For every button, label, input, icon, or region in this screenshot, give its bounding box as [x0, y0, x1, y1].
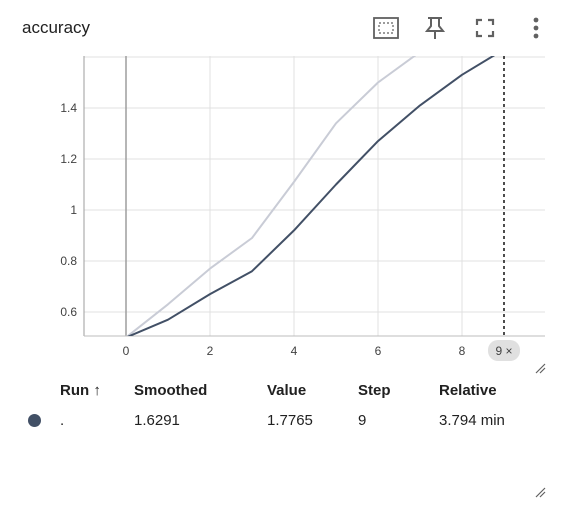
- y-tick-label: 1.4: [60, 101, 77, 115]
- fit-domain-button[interactable]: [370, 12, 402, 44]
- resize-handle-icon[interactable]: [534, 362, 546, 374]
- cell-run: .: [60, 412, 65, 429]
- cell-value: 1.7765: [267, 412, 313, 429]
- series-lines: [126, 56, 496, 336]
- header-value: Value: [267, 382, 307, 399]
- pin-button[interactable]: [419, 12, 451, 44]
- x-tick-label: 2: [207, 344, 214, 358]
- cell-step: 9: [358, 412, 367, 429]
- x-tick-label: 8: [459, 344, 466, 358]
- line-chart[interactable]: 0.6 0.8 1 1.2 1.4 0 2 4 6 8 9 ×: [0, 56, 562, 374]
- fullscreen-button[interactable]: [469, 12, 501, 44]
- y-tick-label: 1.2: [60, 152, 77, 166]
- smoothed-series-line: [126, 56, 496, 336]
- more-vert-icon: [533, 17, 539, 39]
- raw-series-line: [126, 56, 417, 336]
- card-title: accuracy: [22, 18, 91, 37]
- pin-icon: [424, 17, 446, 39]
- x-tick-label: 0: [123, 344, 130, 358]
- y-tick-label: 0.8: [60, 254, 77, 268]
- x-axis: 0 2 4 6 8: [84, 335, 545, 358]
- fit-domain-icon: [373, 17, 399, 39]
- header-smoothed: Smoothed: [134, 382, 208, 399]
- fullscreen-icon: [475, 18, 495, 38]
- card-header: accuracy: [0, 0, 562, 56]
- more-options-button[interactable]: [520, 12, 552, 44]
- header-relative: Relative: [439, 382, 497, 399]
- chart-svg[interactable]: 0.6 0.8 1 1.2 1.4 0 2 4 6 8 9 ×: [0, 56, 562, 368]
- x-tick-label: 6: [375, 344, 382, 358]
- cell-relative: 3.794 min: [439, 412, 505, 429]
- cursor-label: 9 ×: [495, 344, 512, 358]
- cell-smoothed: 1.6291: [134, 412, 180, 429]
- x-tick-label: 4: [291, 344, 298, 358]
- header-run[interactable]: Run ↑: [60, 382, 101, 399]
- resize-handle-icon[interactable]: [534, 486, 546, 498]
- run-color-dot: [28, 414, 41, 427]
- header-step: Step: [358, 382, 391, 399]
- step-cursor[interactable]: 9 ×: [488, 56, 520, 361]
- y-tick-label: 1: [70, 203, 77, 217]
- cursor-chip[interactable]: [488, 340, 520, 361]
- grid-lines: [84, 56, 545, 336]
- y-axis: 0.6 0.8 1 1.2 1.4: [60, 56, 85, 336]
- y-tick-label: 0.6: [60, 305, 77, 319]
